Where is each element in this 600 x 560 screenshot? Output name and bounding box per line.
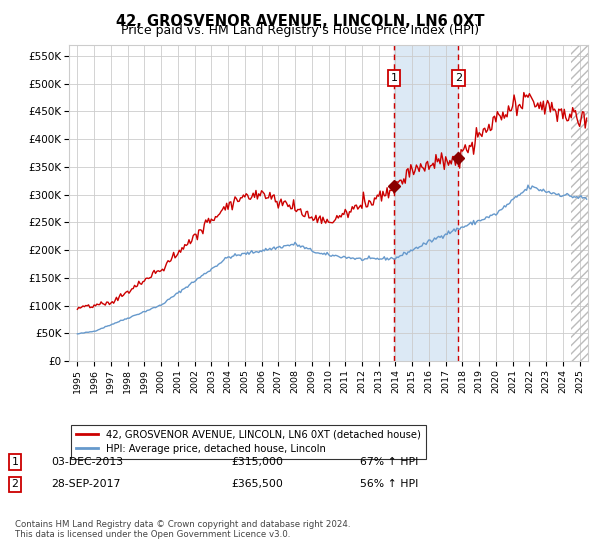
Text: 1: 1	[11, 457, 19, 467]
Text: Contains HM Land Registry data © Crown copyright and database right 2024.
This d: Contains HM Land Registry data © Crown c…	[15, 520, 350, 539]
Text: 1: 1	[391, 73, 398, 83]
Text: 2: 2	[455, 73, 462, 83]
Text: 56% ↑ HPI: 56% ↑ HPI	[360, 479, 418, 489]
Text: 2: 2	[11, 479, 19, 489]
Text: 67% ↑ HPI: 67% ↑ HPI	[360, 457, 418, 467]
Legend: 42, GROSVENOR AVENUE, LINCOLN, LN6 0XT (detached house), HPI: Average price, det: 42, GROSVENOR AVENUE, LINCOLN, LN6 0XT (…	[71, 424, 426, 459]
Bar	[571, 45, 588, 361]
Bar	[394, 45, 458, 361]
Text: Price paid vs. HM Land Registry's House Price Index (HPI): Price paid vs. HM Land Registry's House …	[121, 24, 479, 37]
Text: £315,000: £315,000	[231, 457, 283, 467]
Text: £365,500: £365,500	[231, 479, 283, 489]
Text: 03-DEC-2013: 03-DEC-2013	[51, 457, 123, 467]
Text: 28-SEP-2017: 28-SEP-2017	[51, 479, 121, 489]
Text: 42, GROSVENOR AVENUE, LINCOLN, LN6 0XT: 42, GROSVENOR AVENUE, LINCOLN, LN6 0XT	[116, 14, 484, 29]
